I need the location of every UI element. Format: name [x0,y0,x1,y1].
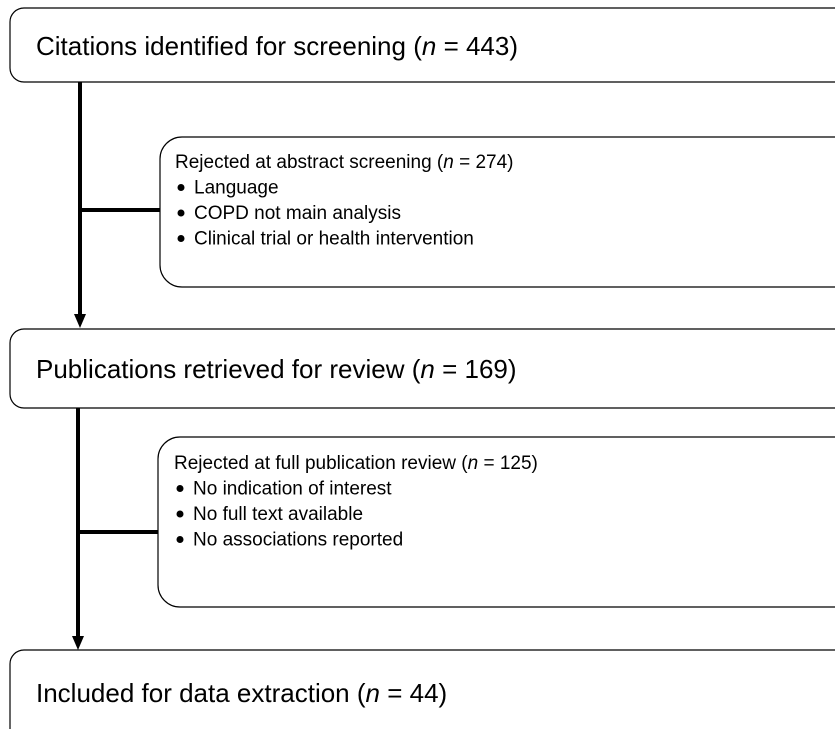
variable: n [422,31,436,61]
item: Language [194,178,279,199]
arrowhead [72,636,84,650]
count: = 443) [436,31,518,61]
heading: Publications retrieved for review (n = 1… [36,354,517,384]
step-box [9,649,835,729]
bullet [177,209,185,217]
heading: Rejected at abstract screening (n = 274) [175,152,514,173]
step-box [9,7,835,83]
count: = 169) [435,354,517,384]
count: = 44) [380,678,447,708]
heading-text: Citations identified for screening ( [36,31,422,61]
count: = 274) [454,152,514,173]
exclusion-box [159,136,835,288]
item: COPD not main analysis [194,203,401,224]
exclusion-box [157,436,835,608]
step-box [9,328,835,409]
heading-text: Included for data extraction ( [36,678,366,708]
item: Clinical trial or health intervention [194,229,474,250]
texts: Citations identified for screening (n = … [36,31,538,708]
item: No associations reported [193,530,403,551]
item: No indication of interest [193,479,392,500]
heading: Rejected at full publication review (n =… [174,453,538,474]
bullet [176,536,184,543]
bullet [177,235,185,242]
variable: n [468,453,479,474]
bullet [177,184,185,191]
heading-text: Rejected at abstract screening ( [175,152,444,173]
heading: Citations identified for screening (n = … [36,31,518,61]
item: No full text available [193,504,363,525]
bullet [176,510,184,518]
heading-text: Publications retrieved for review ( [36,354,421,384]
arrowhead [74,314,86,328]
bullet [176,485,184,492]
count: = 125) [478,453,538,474]
heading: Included for data extraction (n = 44) [36,678,447,708]
variable: n [366,678,380,708]
variable: n [443,152,454,173]
variable: n [420,354,434,384]
heading-text: Rejected at full publication review ( [174,453,468,474]
